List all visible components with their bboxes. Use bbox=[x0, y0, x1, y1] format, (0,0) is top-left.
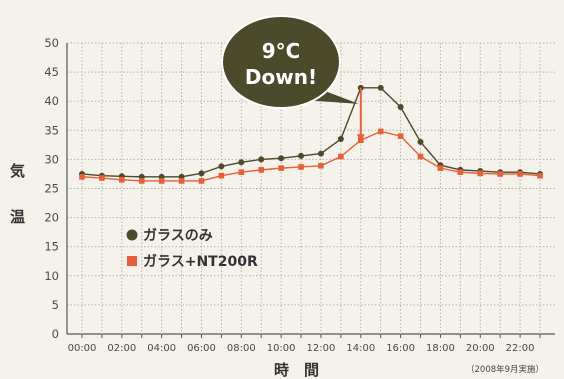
y-tick-label-5: 5 bbox=[52, 298, 59, 312]
data-point-s1-5 bbox=[178, 178, 185, 184]
data-point-s0-6 bbox=[198, 170, 205, 177]
data-point-s1-18 bbox=[437, 165, 444, 171]
data-point-s1-20 bbox=[477, 170, 484, 177]
y-tick-label-10: 10 bbox=[44, 269, 59, 283]
data-point-s0-17 bbox=[417, 138, 424, 145]
legend-label-glass-nt200r: ガラス+NT200R bbox=[143, 254, 258, 270]
x-tick-label-0000: 00:00 bbox=[68, 343, 97, 354]
data-point-s1-17 bbox=[417, 153, 424, 160]
x-axis-label: 時 間 bbox=[274, 361, 319, 379]
x-tick-label-1600: 16:00 bbox=[386, 343, 415, 354]
data-point-s1-9 bbox=[258, 167, 265, 173]
data-point-s1-16 bbox=[397, 133, 404, 139]
legend: ガラスのみ ガラス+NT200R bbox=[126, 228, 258, 270]
data-point-s1-12 bbox=[318, 163, 324, 169]
data-point-s1-2 bbox=[119, 176, 125, 183]
data-point-s1-19 bbox=[457, 169, 464, 176]
y-tick-label-20: 20 bbox=[44, 211, 59, 225]
data-point-s0-8 bbox=[238, 159, 245, 166]
data-point-s0-16 bbox=[397, 104, 404, 111]
data-point-s1-15 bbox=[377, 128, 384, 135]
x-tick-label-1200: 12:00 bbox=[307, 343, 336, 354]
legend-marker-glass-nt200r bbox=[127, 256, 137, 266]
data-point-s1-11 bbox=[298, 164, 304, 170]
x-tick-label-0200: 02:00 bbox=[107, 343, 136, 354]
series-line-1 bbox=[81, 130, 541, 182]
x-tick-label-2000: 20:00 bbox=[466, 343, 495, 354]
x-tick-label-0400: 04:00 bbox=[147, 343, 176, 354]
y-tick-label-30: 30 bbox=[44, 152, 59, 166]
data-point-s1-22 bbox=[517, 171, 523, 177]
x-tick-label-1000: 10:00 bbox=[267, 343, 296, 354]
y-tick-label-40: 40 bbox=[44, 94, 59, 108]
x-tick-label-1800: 18:00 bbox=[426, 343, 455, 354]
data-point-s0-11 bbox=[298, 152, 305, 159]
x-tick-label-0800: 08:00 bbox=[227, 343, 256, 354]
data-point-s1-6 bbox=[198, 178, 205, 184]
y-tick-label-15: 15 bbox=[44, 240, 59, 254]
gridlines bbox=[66, 42, 555, 338]
y-tick-labels: 0 5 10 15 20 25 30 35 40 45 50 bbox=[44, 36, 59, 341]
x-tick-labels: 00:00 02:00 04:00 06:00 08:00 10:00 12:00 14:00… bbox=[68, 343, 535, 354]
x-tick-label-1400: 14:00 bbox=[346, 343, 375, 354]
y-tick-label-50: 50 bbox=[44, 36, 59, 50]
legend-label-glass-only: ガラスのみ bbox=[143, 228, 213, 244]
data-point-s0-15 bbox=[377, 84, 384, 91]
series-lines bbox=[79, 84, 543, 184]
data-point-s1-7 bbox=[218, 172, 225, 179]
y-tick-label-0: 0 bbox=[52, 327, 59, 341]
legend-marker-glass-only bbox=[126, 229, 138, 241]
callout-bubble bbox=[221, 15, 341, 109]
x-tick-label-0600: 06:00 bbox=[187, 343, 216, 354]
drop-arrowhead bbox=[356, 134, 365, 142]
data-point-s1-21 bbox=[497, 171, 503, 177]
temperature-drop-line bbox=[356, 87, 365, 142]
data-point-s0-9 bbox=[258, 156, 265, 163]
data-point-s0-7 bbox=[218, 163, 225, 170]
series-line-0 bbox=[81, 87, 541, 178]
y-tick-label-25: 25 bbox=[44, 182, 59, 196]
data-point-s0-12 bbox=[317, 150, 324, 157]
data-point-s1-23 bbox=[537, 172, 543, 179]
data-point-s1-8 bbox=[238, 169, 245, 176]
y-tick-label-45: 45 bbox=[44, 65, 59, 79]
data-point-s1-1 bbox=[99, 175, 105, 181]
data-point-s1-4 bbox=[158, 178, 165, 184]
data-point-s1-10 bbox=[278, 165, 284, 171]
callout-line-1: 9°C bbox=[262, 39, 301, 63]
data-point-s1-13 bbox=[338, 153, 344, 160]
callout-line-2: Down! bbox=[245, 65, 317, 89]
x-tick-label-2200: 22:00 bbox=[506, 343, 535, 354]
footnote: （2008年9月実施） bbox=[466, 364, 544, 375]
data-point-s0-10 bbox=[278, 155, 285, 162]
data-point-s1-0 bbox=[79, 174, 85, 180]
y-tick-label-35: 35 bbox=[44, 123, 59, 137]
y-axis-label-char-2: 温 bbox=[10, 208, 25, 226]
data-point-s1-3 bbox=[138, 178, 145, 184]
y-axis-label-char-1: 気 bbox=[10, 162, 25, 180]
data-point-s0-13 bbox=[337, 136, 344, 143]
